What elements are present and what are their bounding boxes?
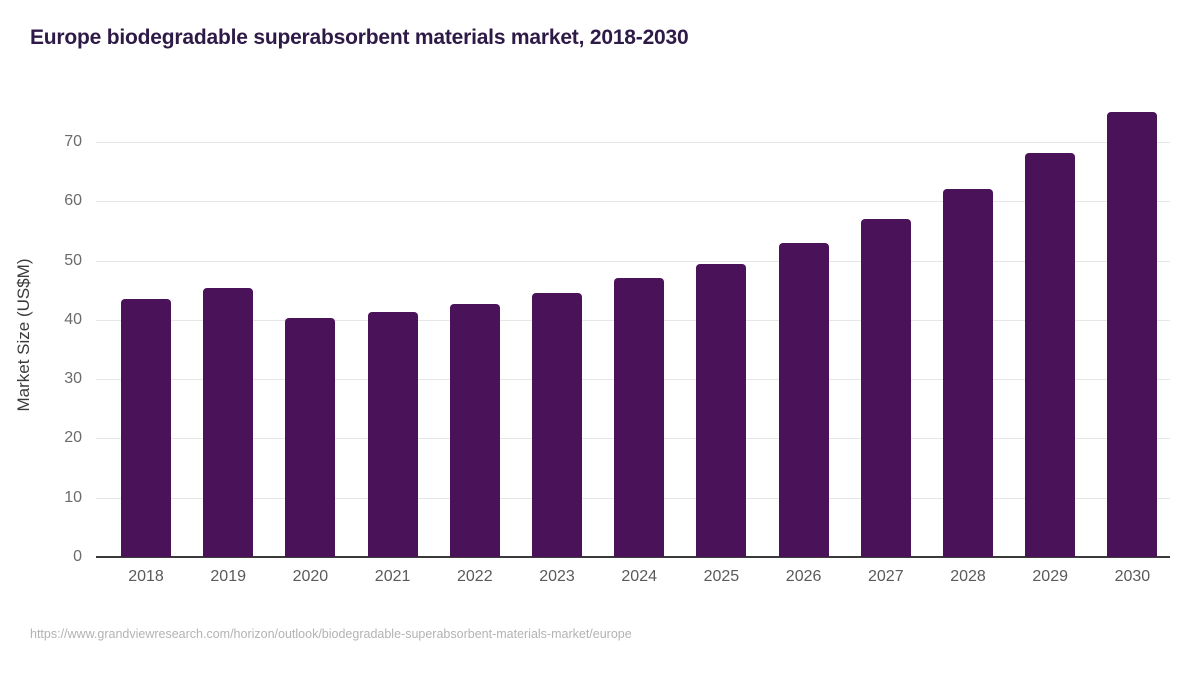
x-axis-line bbox=[96, 556, 1170, 558]
y-axis-tick-label: 30 bbox=[64, 370, 82, 388]
y-axis-tick-label: 10 bbox=[64, 488, 82, 506]
x-axis-tick-label: 2030 bbox=[1114, 568, 1151, 585]
y-axis-tick-label: 70 bbox=[64, 133, 82, 150]
x-axis-tick-label: 2023 bbox=[539, 568, 575, 585]
y-axis-tick-label: 50 bbox=[64, 251, 82, 269]
x-axis-tick-label: 2020 bbox=[292, 568, 329, 585]
bar[interactable] bbox=[696, 263, 747, 557]
x-axis-tick-label: 2029 bbox=[1032, 568, 1068, 585]
page-title: Europe biodegradable superabsorbent mate… bbox=[30, 26, 689, 49]
bar[interactable] bbox=[532, 293, 582, 557]
x-axis-tick-label: 2018 bbox=[128, 568, 164, 585]
x-axis-tick-label: 2022 bbox=[457, 568, 493, 585]
x-axis-tick-label: 2025 bbox=[703, 568, 740, 585]
bar[interactable] bbox=[121, 299, 171, 557]
y-axis-tick-label: 20 bbox=[64, 429, 82, 447]
x-axis-tick-label: 2026 bbox=[785, 568, 822, 585]
x-axis-tick-label: 2027 bbox=[868, 568, 904, 585]
bar[interactable] bbox=[203, 287, 254, 557]
gridline bbox=[96, 201, 1170, 203]
source-url[interactable]: https://www.grandviewresearch.com/horizo… bbox=[30, 627, 632, 641]
y-axis-tick-label: 40 bbox=[64, 310, 82, 328]
y-axis-tick-label: 60 bbox=[64, 192, 82, 210]
bar[interactable] bbox=[1025, 152, 1076, 557]
bar[interactable] bbox=[614, 278, 665, 557]
x-axis-tick-label: 2019 bbox=[210, 568, 246, 585]
gridline bbox=[96, 142, 1170, 143]
bar[interactable] bbox=[449, 303, 500, 557]
y-axis-tick-label: 0 bbox=[73, 548, 82, 565]
bar[interactable] bbox=[285, 318, 336, 557]
bar[interactable] bbox=[367, 311, 418, 557]
x-axis-tick-label: 2021 bbox=[374, 568, 411, 585]
x-axis-tick-label: 2024 bbox=[621, 568, 657, 585]
bar[interactable] bbox=[943, 189, 993, 557]
bar[interactable] bbox=[860, 219, 911, 557]
x-axis-tick-label: 2028 bbox=[950, 568, 986, 585]
bar[interactable] bbox=[778, 242, 829, 557]
gridline bbox=[96, 260, 1170, 262]
bar[interactable] bbox=[1107, 112, 1158, 557]
y-axis-title: Market Size (US$M) bbox=[14, 258, 33, 412]
